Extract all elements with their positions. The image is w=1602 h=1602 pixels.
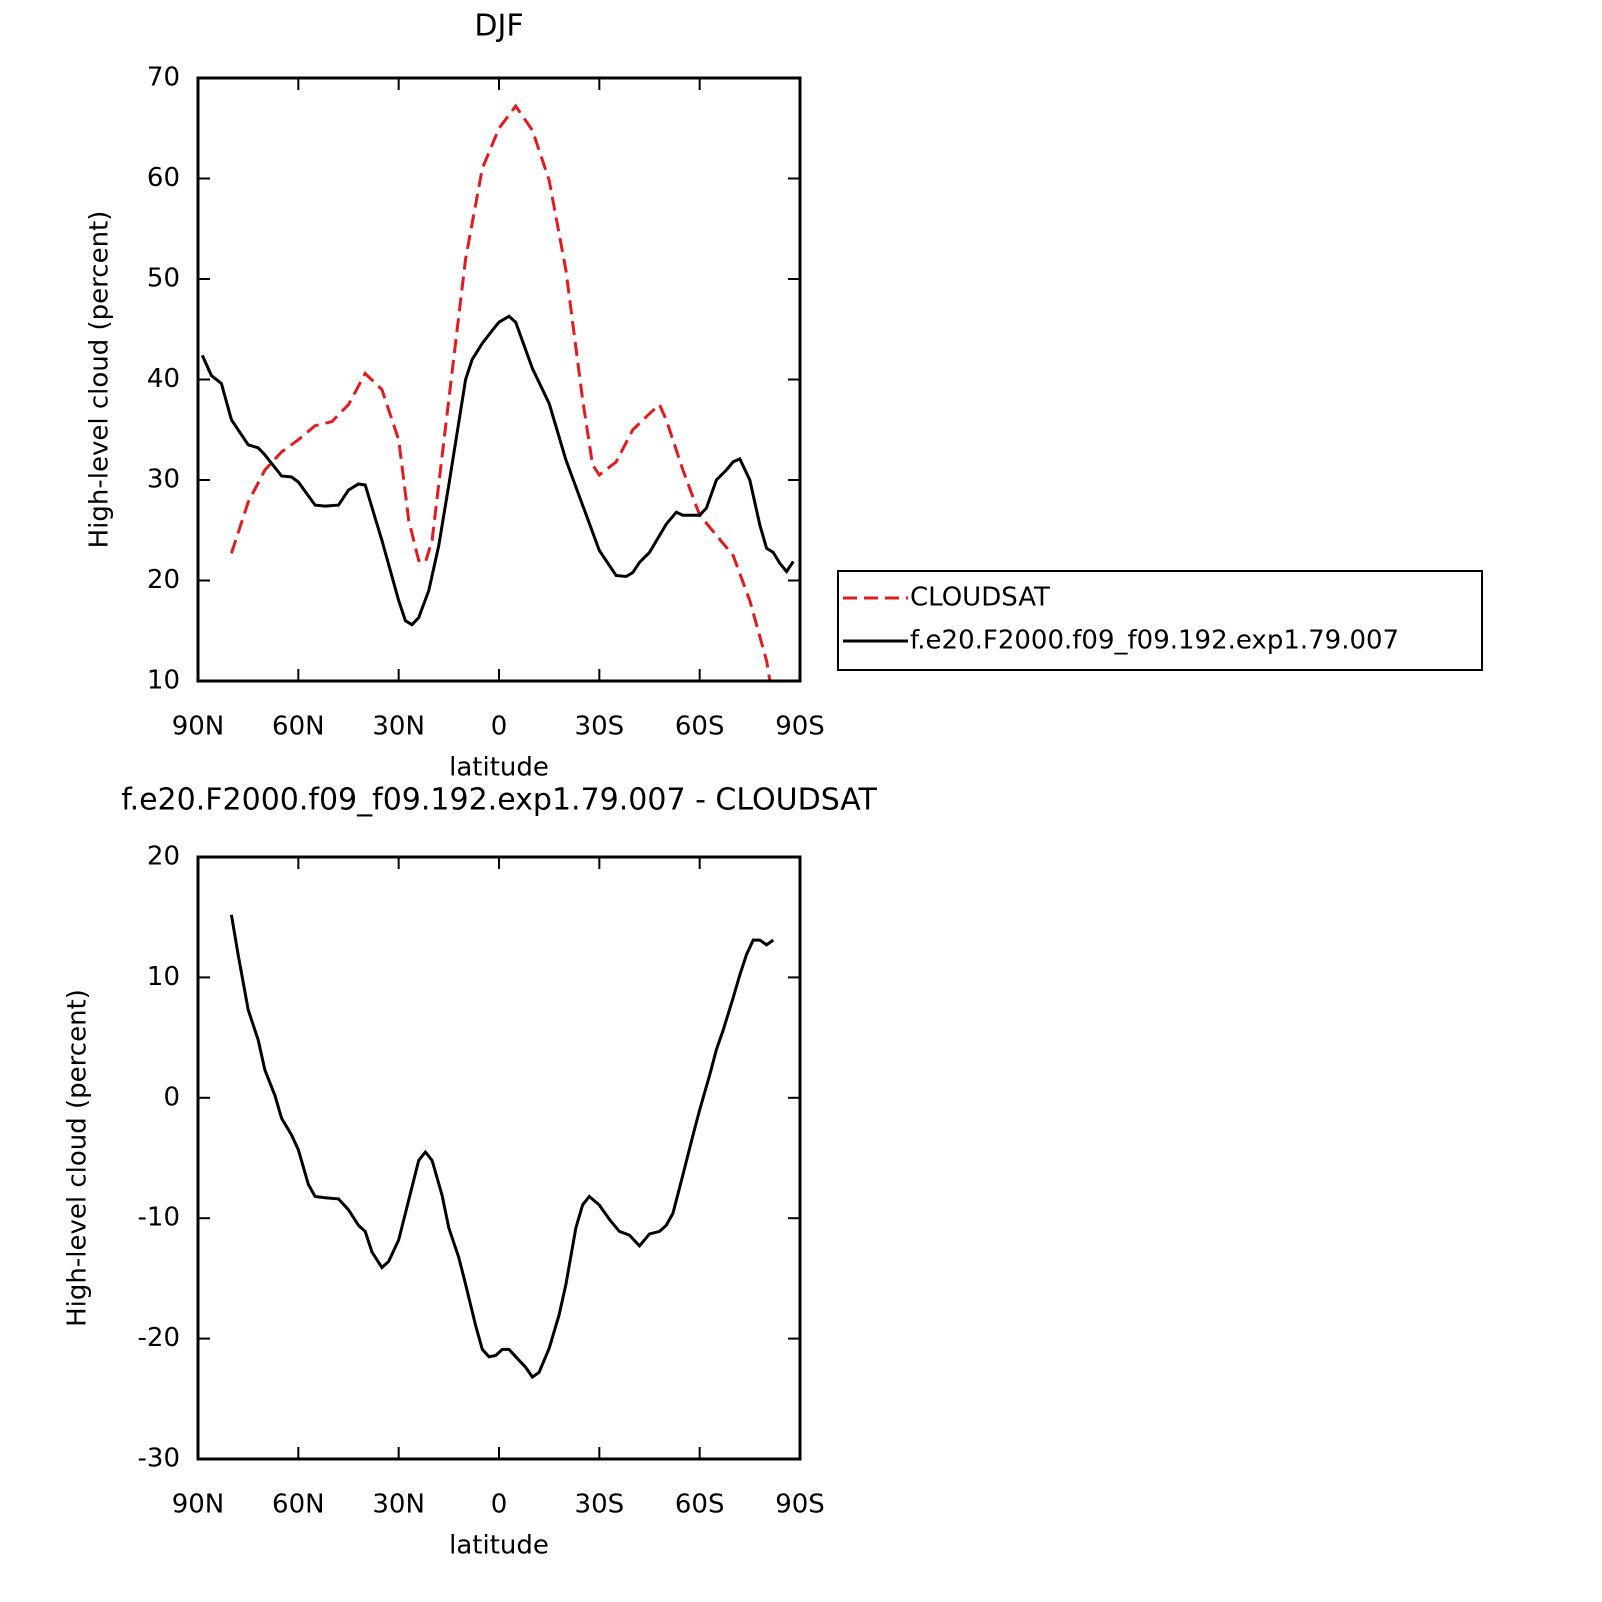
- legend-label: f.e20.F2000.f09_f09.192.exp1.79.007: [910, 626, 1399, 656]
- y-tick-label: -30: [138, 1444, 180, 1474]
- x-tick-label: 90S: [775, 1490, 825, 1520]
- x-tick-label: 30S: [575, 1490, 625, 1520]
- data-line: [229, 103, 772, 682]
- x-axis-label: latitude: [449, 1531, 549, 1561]
- data-line: [200, 314, 795, 627]
- x-tick-label: 90S: [775, 712, 825, 742]
- y-tick-label: 30: [147, 465, 180, 495]
- y-tick-label: 60: [147, 163, 180, 193]
- x-tick-label: 30N: [372, 712, 425, 742]
- x-axis-label: latitude: [449, 753, 549, 783]
- y-tick-label: -20: [138, 1323, 180, 1353]
- x-tick-label: 90N: [172, 712, 225, 742]
- y-tick-label: -10: [138, 1203, 180, 1233]
- x-tick-label: 60S: [675, 712, 725, 742]
- x-tick-label: 90N: [172, 1490, 225, 1520]
- x-tick-label: 30S: [575, 712, 625, 742]
- x-tick-label: 60N: [272, 1490, 325, 1520]
- y-tick-label: 40: [147, 364, 180, 394]
- plot-frame: [196, 855, 802, 1461]
- x-tick-label: 0: [491, 1490, 508, 1520]
- y-tick-label: 10: [147, 962, 180, 992]
- y-axis-label: High-level cloud (percent): [63, 989, 93, 1327]
- legend-box: [837, 570, 1483, 671]
- chart-title: DJF: [474, 9, 523, 44]
- y-tick-label: 0: [163, 1082, 180, 1112]
- x-tick-label: 60N: [272, 712, 325, 742]
- y-axis-label: High-level cloud (percent): [85, 211, 115, 549]
- data-line: [229, 914, 775, 1380]
- plot-frame: [196, 76, 802, 683]
- y-tick-label: 20: [147, 842, 180, 872]
- y-tick-label: 10: [147, 666, 180, 696]
- y-tick-label: 70: [147, 63, 180, 93]
- y-tick-label: 20: [147, 565, 180, 595]
- y-tick-label: 50: [147, 264, 180, 294]
- legend-label: CLOUDSAT: [910, 583, 1050, 613]
- x-tick-label: 30N: [372, 1490, 425, 1520]
- x-tick-label: 0: [491, 712, 508, 742]
- x-tick-label: 60S: [675, 1490, 725, 1520]
- chart-title: f.e20.F2000.f09_f09.192.exp1.79.007 - CL…: [121, 783, 877, 818]
